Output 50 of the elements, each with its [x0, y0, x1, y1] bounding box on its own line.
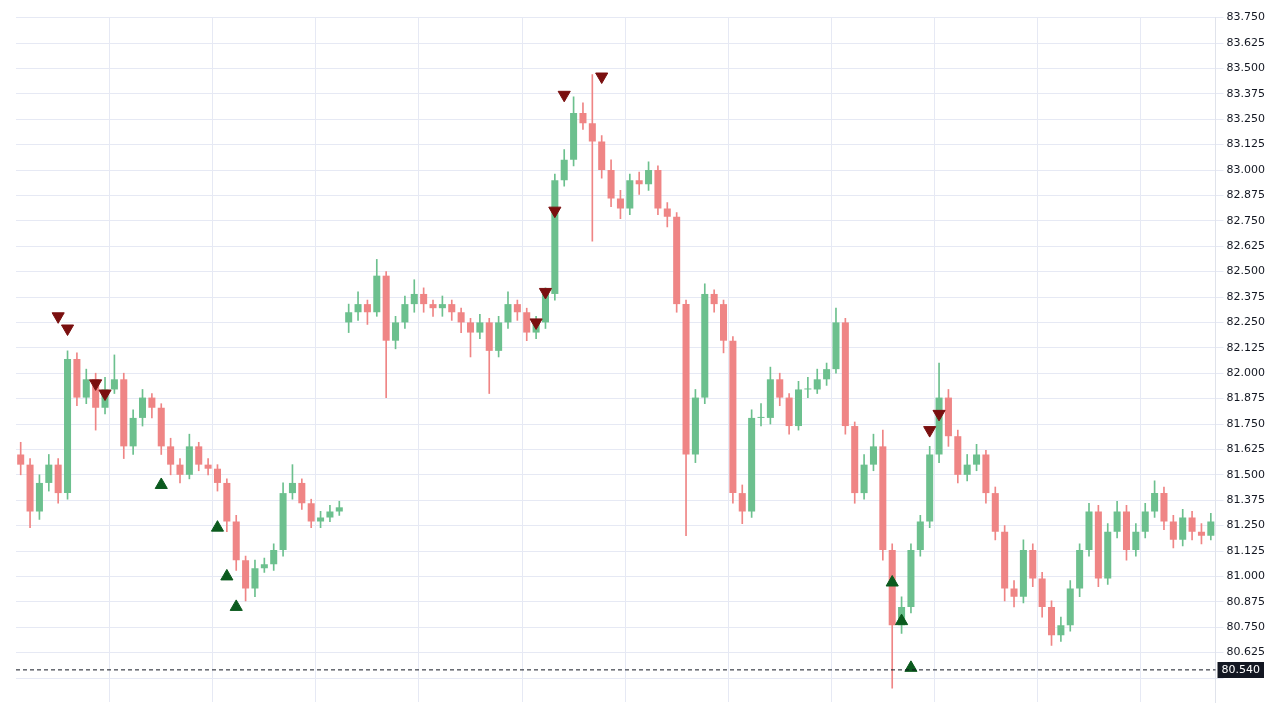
candlestick — [588, 74, 596, 242]
y-tick-label: 82.750 — [1226, 213, 1266, 227]
candlestick — [757, 403, 765, 427]
y-tick-label: 82.500 — [1226, 264, 1266, 278]
point — [60, 324, 75, 336]
y-tick-label: 83.250 — [1226, 112, 1266, 126]
y-tick-label: 83.375 — [1226, 86, 1266, 100]
y-tick-label: 82.000 — [1226, 366, 1266, 380]
point — [89, 379, 103, 391]
point — [229, 599, 243, 611]
point — [51, 312, 65, 324]
y-tick-label: 82.375 — [1226, 289, 1266, 303]
ref-line-label: 80.540 — [1221, 662, 1261, 676]
point — [538, 287, 553, 300]
y-tick-label: 82.625 — [1226, 239, 1266, 253]
y-tick-label: 81.875 — [1226, 391, 1266, 405]
y-tick-label: 81.375 — [1226, 493, 1266, 507]
point — [220, 568, 234, 581]
y-tick-label: 80.875 — [1226, 594, 1266, 608]
y-tick-label: 81.000 — [1226, 569, 1266, 583]
point — [923, 426, 937, 438]
point — [529, 318, 543, 330]
candlestick — [635, 171, 643, 195]
point — [595, 72, 609, 85]
y-tick-label: 81.625 — [1226, 442, 1266, 456]
candlestick — [804, 376, 812, 398]
candlestick — [204, 458, 212, 476]
y-tick-label: 83.000 — [1226, 162, 1266, 176]
y-tick-label: 83.625 — [1226, 35, 1266, 49]
point — [98, 389, 112, 402]
y-tick-label: 81.500 — [1226, 467, 1266, 481]
y-tick-label: 82.125 — [1226, 340, 1266, 354]
y-tick-label: 81.250 — [1226, 518, 1266, 532]
point — [210, 520, 225, 532]
y-tick-label: 83.125 — [1226, 137, 1266, 151]
y-tick-label: 83.750 — [1226, 10, 1266, 24]
y-tick-label: 82.875 — [1226, 188, 1266, 202]
y-tick-label: 80.625 — [1226, 645, 1266, 659]
y-tick-label: 81.750 — [1226, 416, 1266, 430]
point — [548, 206, 562, 219]
point — [154, 477, 168, 489]
candlestick — [429, 299, 437, 317]
point — [885, 575, 899, 587]
point — [932, 409, 946, 422]
y-tick-label: 83.500 — [1226, 61, 1266, 75]
y-tick-label: 80.750 — [1226, 620, 1266, 634]
point — [895, 613, 909, 626]
y-tick-label: 82.250 — [1226, 315, 1266, 329]
y-tick-label: 81.125 — [1226, 543, 1266, 557]
point — [557, 90, 571, 103]
